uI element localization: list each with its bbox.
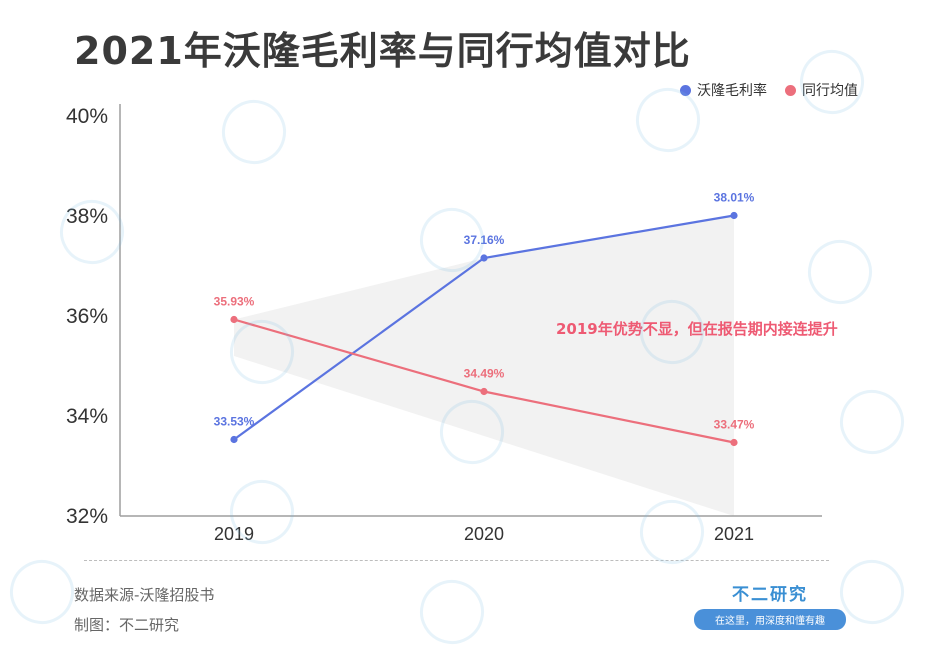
data-point-1-0 xyxy=(230,315,238,324)
watermark-logo xyxy=(0,548,86,636)
y-tick-label: 38% xyxy=(66,205,108,228)
legend-marker-wolong xyxy=(680,84,691,96)
chart-annotation: 2019年优势不显，但在报告期内接连提升 xyxy=(556,320,838,338)
made-by-text: 制图：不二研究 xyxy=(74,616,180,634)
data-label-1-1: 34.49% xyxy=(464,367,505,381)
y-tick-label: 32% xyxy=(66,505,108,528)
legend: 沃隆毛利率 同行均值 xyxy=(680,80,858,100)
data-label-1-2: 33.47% xyxy=(714,418,755,432)
legend-label-peer: 同行均值 xyxy=(802,83,858,99)
x-tick-label: 2020 xyxy=(464,524,504,544)
brand-slogan: 在这里，用深度和懂有趣 xyxy=(694,609,846,630)
chart-title: 2021年沃隆毛利率与同行均值对比 xyxy=(74,29,691,73)
watermark-logo xyxy=(408,568,496,656)
source-block: 数据来源-沃隆招股书 制图：不二研究 xyxy=(74,580,214,640)
footer-divider xyxy=(84,560,829,561)
data-point-0-2 xyxy=(730,211,738,220)
legend-item-peer: 同行均值 xyxy=(785,80,858,100)
data-label-0-2: 38.01% xyxy=(714,191,755,205)
data-source-text: 数据来源-沃隆招股书 xyxy=(74,586,215,604)
legend-label-wolong: 沃隆毛利率 xyxy=(697,83,767,99)
data-label-1-0: 35.93% xyxy=(214,295,255,309)
x-tick-label: 2019 xyxy=(214,524,254,544)
brand-name: 不二研究 xyxy=(732,585,808,605)
data-point-0-0 xyxy=(230,435,238,444)
legend-marker-peer xyxy=(785,84,796,96)
data-point-0-1 xyxy=(480,254,488,262)
data-point-1-1 xyxy=(480,387,488,396)
y-tick-label: 34% xyxy=(66,405,108,428)
x-tick-label: 2021 xyxy=(714,524,754,544)
data-label-0-0: 33.53% xyxy=(214,415,255,429)
legend-item-wolong: 沃隆毛利率 xyxy=(680,80,767,100)
shaded-area xyxy=(234,215,734,516)
data-label-0-1: 37.16% xyxy=(464,233,505,247)
y-tick-label: 36% xyxy=(66,305,108,328)
brand-block: 不二研究 在这里，用深度和懂有趣 xyxy=(694,580,846,630)
line-chart: 32% 34% 36% 38% 40% 2019 2020 2021 33.53% 37.16% 3… xyxy=(66,104,822,544)
data-point-1-2 xyxy=(730,438,738,447)
y-tick-label: 40% xyxy=(66,105,108,128)
